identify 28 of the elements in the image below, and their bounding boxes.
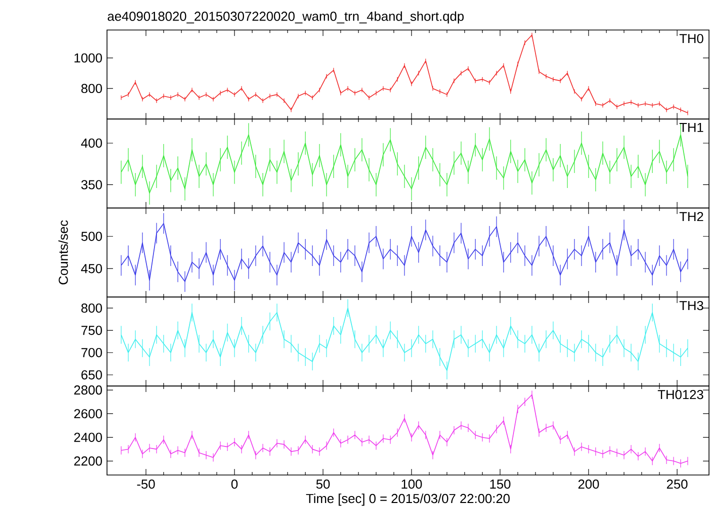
y-tick-label: 400 <box>81 138 102 148</box>
annotation: TH2 <box>680 212 704 222</box>
y-tick-label: 2200 <box>74 456 102 466</box>
y-tick-label: 800 <box>81 304 102 313</box>
annotation: TH3 <box>680 300 704 310</box>
y-tick-label: 500 <box>81 232 102 241</box>
y-tick-label: 1000 <box>74 53 102 63</box>
x-tick-label: 50 <box>316 480 330 489</box>
y-axis-title: Counts/sec <box>58 220 68 284</box>
annotation: TH0123 <box>658 390 704 400</box>
x-tick-label: 250 <box>666 480 688 489</box>
x-tick-label: 0 <box>231 480 238 489</box>
annotation: TH0 <box>680 34 704 44</box>
y-tick-label: 700 <box>81 348 102 358</box>
y-tick-label: 450 <box>81 264 102 274</box>
y-tick-label: 650 <box>81 370 102 380</box>
y-tick-label: 2800 <box>74 385 102 395</box>
y-tick-label: 2600 <box>74 409 102 418</box>
x-tick-label: -50 <box>137 480 155 489</box>
x-tick-label: 100 <box>402 480 422 489</box>
y-tick-label: 800 <box>81 84 102 94</box>
x-axis-title: Time [sec] 0 = 2015/03/07 22:00:20 <box>306 494 510 506</box>
y-tick-label: 350 <box>81 180 102 190</box>
y-tick-label: 750 <box>81 326 102 335</box>
y-tick-label: 2400 <box>74 432 102 442</box>
chart-title: ae409018020_20150307220020_wam0_trn_4band_short.qdp <box>108 11 464 24</box>
x-tick-label: 150 <box>490 480 510 489</box>
x-tick-label: 200 <box>578 480 599 489</box>
